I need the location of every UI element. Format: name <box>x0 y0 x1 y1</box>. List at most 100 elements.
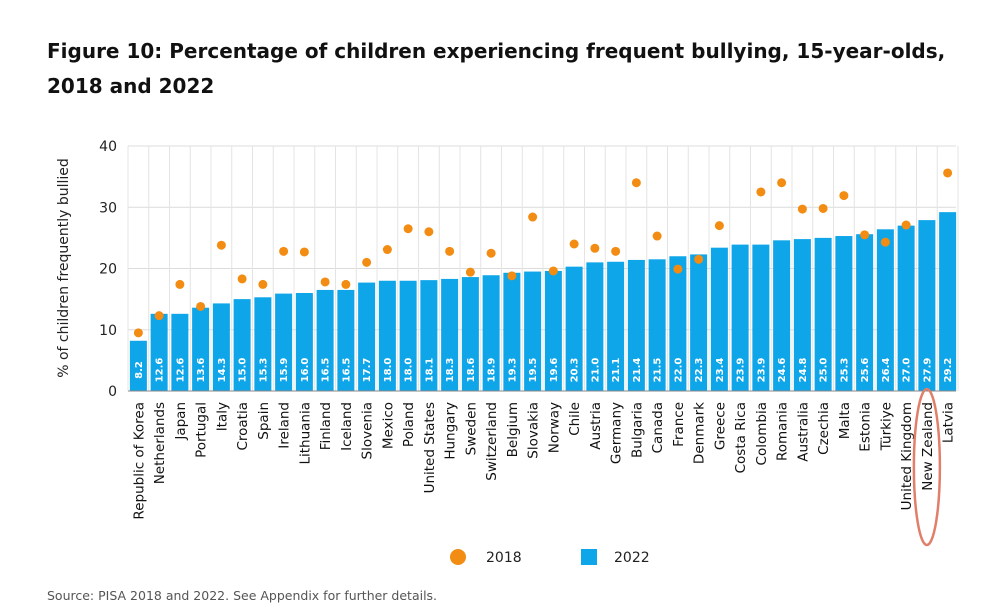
bar-value-label: 24.8 <box>798 358 809 383</box>
dot <box>279 246 289 256</box>
x-tick-label: Chile <box>567 402 583 436</box>
bar <box>482 275 500 391</box>
bar-value-label: 21.5 <box>653 358 664 383</box>
bar <box>752 244 770 391</box>
dot <box>839 191 849 201</box>
x-tick-label: Iceland <box>339 402 355 451</box>
x-tick-label: Poland <box>401 402 417 447</box>
x-tick-label: Italy <box>214 402 230 431</box>
dot <box>777 178 787 188</box>
dot <box>154 311 164 321</box>
y-tick-label: 0 <box>108 384 117 400</box>
x-tick-label: Netherlands <box>152 402 168 484</box>
gridlines <box>127 145 959 392</box>
bar-value-label: 25.3 <box>839 358 850 383</box>
x-tick-label: United States <box>422 402 438 493</box>
bars-2022 <box>129 212 957 391</box>
x-tick-label: Switzerland <box>484 402 500 481</box>
x-tick-label: New Zealand <box>920 402 936 491</box>
bar <box>399 280 417 391</box>
x-tick-label: Slovenia <box>360 402 376 459</box>
dot <box>818 203 828 213</box>
y-tick-label: 40 <box>99 139 117 155</box>
x-tick-label: Republic of Korea <box>131 402 147 520</box>
x-tick-label: Finland <box>318 402 334 450</box>
x-tick-label: Greece <box>712 402 728 450</box>
bar-value-label: 21.0 <box>590 358 601 383</box>
bar-value-labels: 8.2 12.6 12.6 13.6 14.3 15.0 15.3 15.9 16.0 16.5 1… <box>134 358 954 383</box>
dot <box>196 301 206 311</box>
bar-value-label: 27.9 <box>922 358 933 383</box>
bar <box>669 256 687 391</box>
bar-value-label: 29.2 <box>943 358 954 383</box>
dot <box>258 279 268 289</box>
new-zealand-highlight-ellipse <box>912 387 942 547</box>
bar-value-label: 24.6 <box>777 358 788 383</box>
bar <box>295 293 313 391</box>
dot <box>673 264 683 274</box>
bar-value-label: 23.4 <box>715 358 726 383</box>
bar <box>897 225 915 391</box>
x-tick-label: Czechia <box>816 402 832 455</box>
bar-value-label: 19.5 <box>528 358 539 383</box>
bar <box>378 280 396 391</box>
y-axis-ticks: 0 10 20 30 40 <box>99 139 117 400</box>
bar-value-label: 18.1 <box>424 358 435 383</box>
dot <box>590 243 600 253</box>
dot <box>528 212 538 222</box>
dot <box>611 246 621 256</box>
x-tick-label: Latvia <box>941 402 957 443</box>
dot <box>569 239 579 249</box>
bar <box>918 220 936 391</box>
bar <box>876 229 894 391</box>
bar <box>337 289 355 391</box>
bar <box>441 278 459 391</box>
dot <box>175 279 185 289</box>
bar-value-label: 18.6 <box>466 358 477 383</box>
bar <box>192 307 210 391</box>
legend-2022-label: 2022 <box>614 550 650 566</box>
bar-value-label: 21.4 <box>632 358 643 383</box>
dot <box>403 224 413 234</box>
x-tick-label: Belgium <box>505 402 521 457</box>
bar-value-label: 19.3 <box>507 358 518 383</box>
x-tick-label: Sweden <box>463 402 479 455</box>
dot <box>694 254 704 264</box>
x-axis-labels: Republic of Korea Netherlands Japan Portuga… <box>131 402 956 520</box>
bar <box>212 303 230 391</box>
bar-value-label: 26.4 <box>881 358 892 383</box>
dot <box>445 246 455 256</box>
dot <box>424 227 434 237</box>
bar <box>690 254 708 391</box>
bar-value-label: 8.2 <box>134 361 145 379</box>
bar <box>503 272 521 391</box>
dot <box>901 220 911 230</box>
x-tick-label: Norway <box>546 402 562 453</box>
bar-value-label: 19.6 <box>549 358 560 383</box>
bar-value-label: 15.3 <box>258 358 269 383</box>
bar-value-label: 20.3 <box>570 358 581 383</box>
y-tick-label: 20 <box>99 262 117 278</box>
x-tick-label: Austria <box>588 402 604 450</box>
bar-value-label: 21.1 <box>611 358 622 383</box>
bar <box>275 293 293 391</box>
dot <box>299 247 309 257</box>
bar <box>150 313 168 391</box>
x-tick-label: Germany <box>609 402 625 464</box>
bar-value-label: 13.6 <box>196 358 207 383</box>
bar-value-label: 23.9 <box>756 358 767 383</box>
dots-2018 <box>133 168 953 338</box>
bar <box>461 277 479 391</box>
legend-2018-marker <box>450 549 466 565</box>
bar-value-label: 18.3 <box>445 358 456 383</box>
dot <box>341 279 351 289</box>
x-tick-label: Costa Rica <box>733 402 749 473</box>
y-tick-label: 10 <box>99 323 117 339</box>
x-tick-label: Türkiye <box>878 402 894 451</box>
x-tick-label: Canada <box>650 402 666 453</box>
x-tick-label: United Kingdom <box>899 402 915 510</box>
dot <box>860 230 870 240</box>
bar-value-label: 12.6 <box>155 358 166 383</box>
bar-value-label: 16.5 <box>341 358 352 383</box>
dot <box>362 257 372 267</box>
